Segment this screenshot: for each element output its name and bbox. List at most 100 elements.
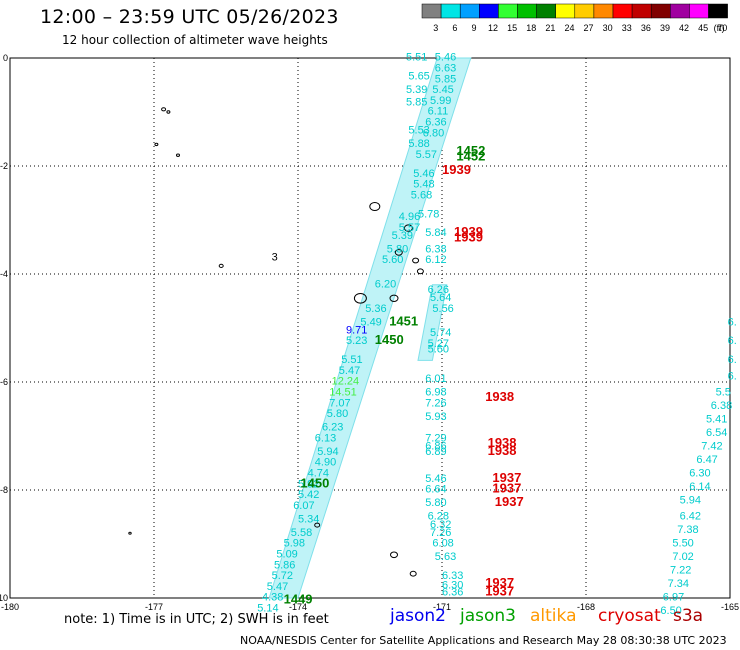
legend-swatch: [689, 3, 709, 19]
pass-time-label: 1938: [488, 435, 517, 450]
swh-value-label: 6.13: [315, 432, 336, 444]
pass-time-label: 1449: [284, 591, 313, 606]
swh-value-label: 4.90: [315, 457, 336, 469]
swh-value-label: 6.: [728, 354, 737, 366]
pass-time-label: 1452: [456, 143, 485, 158]
legend-tick-label: 70: [717, 23, 727, 33]
swh-value-label: 5.86: [274, 559, 295, 571]
swh-value-label: 5.48: [413, 179, 434, 191]
swh-value-label: 5.80: [327, 408, 348, 420]
axis-labels: -180 -177 -174 -171 -168 -165 0 -2 -4 -6 -8 -10: [0, 53, 739, 612]
lon-tick-label: -174: [289, 602, 307, 612]
legend-swatch: [498, 3, 518, 19]
legend-tick-label: 42: [679, 23, 689, 33]
swh-value-label: 7.22: [670, 565, 691, 577]
swh-value-label: 5.80: [387, 243, 408, 255]
legend-tick-label: 30: [603, 23, 613, 33]
legend-swatch: [612, 3, 633, 19]
swh-value-label: 4.74: [308, 468, 329, 480]
island-outline: [369, 202, 381, 211]
legend-swatch: [593, 3, 614, 19]
swh-value-labels: 5.466.635.855.455.996.116.366.805.515.65…: [257, 52, 737, 618]
satellite-jason2-label: jason2: [390, 606, 446, 626]
swh-value-label: 5.53: [408, 125, 429, 137]
swh-value-label: 6.50: [660, 605, 681, 617]
swh-value-label: 5.47: [267, 581, 288, 593]
swh-value-label: 12.24: [332, 376, 360, 388]
swh-value-label: 5.09: [276, 549, 297, 561]
swh-value-label: 7.26: [430, 527, 451, 539]
lon-tick-label: -165: [721, 602, 739, 612]
swh-value-label: 7.34: [668, 578, 689, 590]
swh-value-label: 6.: [728, 370, 737, 382]
island-outline: [412, 257, 420, 264]
legend-tick-label: 33: [622, 23, 632, 33]
swh-value-label: 6.30: [689, 468, 710, 480]
track-swath: [268, 57, 472, 599]
satellite-cryosat-label: cryosat: [598, 606, 661, 626]
swh-value-label: 5.47: [339, 365, 360, 377]
swh-value-label: 6.20: [375, 279, 396, 291]
legend-tick-label: 18: [526, 23, 536, 33]
legend-swatch: [421, 3, 442, 19]
legend-tick-label: 21: [545, 23, 555, 33]
swh-value-label: 5.85: [406, 97, 427, 109]
swh-value-label: 6.01: [425, 373, 446, 385]
swh-value-label: 5.45: [432, 84, 453, 96]
legend-swatch: [650, 3, 671, 19]
legend-tick-label: 39: [660, 23, 670, 33]
swh-value-label: 6.89: [425, 446, 446, 458]
swh-value-label: 5.65: [408, 71, 429, 83]
swh-value-label: 7.02: [672, 551, 693, 563]
swh-value-label: 6.30: [442, 579, 463, 591]
swh-value-label: 5.39: [406, 84, 427, 96]
footer-credit: NOAA/NESDIS Center for Satellite Applica…: [240, 634, 727, 647]
island-outline: [166, 110, 171, 114]
legend-swatch: [670, 3, 690, 19]
legend-swatch: [479, 3, 499, 19]
swh-value-label: 6.: [728, 335, 737, 347]
island-outline: [176, 153, 180, 157]
swh-value-label: 6.33: [442, 570, 463, 582]
island-outline: [218, 263, 224, 268]
swh-value-label: 5.88: [408, 138, 429, 150]
island-outline: [416, 268, 424, 275]
swh-value-label: 5.94: [317, 446, 338, 458]
island-outline: [161, 107, 167, 112]
swh-value-label: 5.60: [382, 254, 403, 266]
swh-value-label: 5.36: [365, 303, 386, 315]
island-outlines: [128, 107, 424, 577]
swh-value-label: 5.84: [425, 227, 446, 239]
island-outline: [128, 531, 132, 535]
pass-time-label: 1451: [389, 313, 418, 328]
swh-value-label: 5.63: [435, 551, 456, 563]
swh-value-label: 6.14: [689, 481, 710, 493]
lon-tick-label: -168: [577, 602, 595, 612]
island-outline: [409, 570, 417, 577]
swh-value-label: 6.28: [428, 511, 449, 523]
swh-value-label: 6.54: [706, 427, 727, 439]
lon-tick-label: -177: [145, 602, 163, 612]
swh-value-label: 5.57: [399, 222, 420, 234]
legend-swatch: [708, 3, 728, 19]
map-grid: [9, 57, 731, 599]
island-outline: [390, 551, 398, 559]
swh-value-label: 5.78: [418, 208, 439, 220]
swh-value-label: 4.96: [399, 211, 420, 223]
lat-tick-label: -10: [0, 593, 8, 603]
swh-value-label: 7.07: [329, 397, 350, 409]
legend-tick-label: 15: [507, 23, 517, 33]
swh-value-label: 5.60: [428, 343, 449, 355]
island-outline: [314, 522, 321, 528]
legend-tick-label: 27: [584, 23, 594, 33]
lat-tick-label: -6: [0, 377, 8, 387]
legend-tick-label: 24: [564, 23, 574, 33]
legend-swatch: [574, 3, 595, 19]
pass-time-label: 1939: [442, 162, 471, 177]
swh-value-label: 6.64: [425, 484, 446, 496]
swh-value-label: 5.51: [406, 52, 427, 64]
swh-value-label: 5.50: [672, 538, 693, 550]
swh-value-label: 5.68: [411, 189, 432, 201]
swh-value-label: 5.23: [346, 335, 367, 347]
legend-swatch: [631, 3, 652, 19]
